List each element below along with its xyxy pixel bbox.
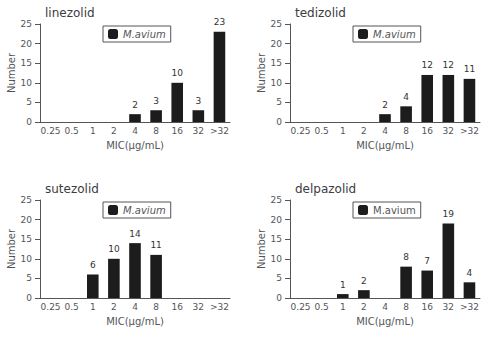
svg-text:0: 0 bbox=[26, 293, 32, 303]
svg-text:0.5: 0.5 bbox=[65, 126, 79, 136]
svg-text:10: 10 bbox=[271, 254, 283, 264]
svg-text:M.avium: M.avium bbox=[123, 205, 166, 216]
svg-text:10: 10 bbox=[271, 78, 283, 88]
svg-text:20: 20 bbox=[271, 215, 283, 225]
svg-text:0: 0 bbox=[276, 117, 282, 127]
svg-text:2: 2 bbox=[382, 100, 388, 110]
svg-text:4: 4 bbox=[382, 126, 388, 136]
svg-text:2: 2 bbox=[361, 276, 367, 286]
svg-text:1: 1 bbox=[340, 280, 346, 290]
svg-text:15: 15 bbox=[21, 234, 32, 244]
svg-text:4: 4 bbox=[467, 268, 473, 278]
svg-text:3: 3 bbox=[153, 96, 159, 106]
svg-text:10: 10 bbox=[108, 244, 120, 254]
svg-text:10: 10 bbox=[21, 254, 33, 264]
svg-text:20: 20 bbox=[21, 39, 33, 49]
svg-text:5: 5 bbox=[276, 273, 282, 283]
svg-text:23: 23 bbox=[214, 17, 225, 27]
svg-text:sutezolid: sutezolid bbox=[45, 182, 99, 196]
svg-text:Number: Number bbox=[6, 228, 17, 269]
svg-text:16: 16 bbox=[171, 126, 183, 136]
svg-text:14: 14 bbox=[129, 229, 141, 239]
svg-text:7: 7 bbox=[424, 256, 430, 266]
svg-text:12: 12 bbox=[421, 60, 432, 70]
svg-text:6: 6 bbox=[90, 260, 96, 270]
svg-text:11: 11 bbox=[464, 64, 475, 74]
svg-text:5: 5 bbox=[26, 97, 32, 107]
svg-text:3: 3 bbox=[195, 96, 201, 106]
svg-text:32: 32 bbox=[443, 126, 454, 136]
svg-text:1: 1 bbox=[90, 302, 96, 312]
svg-text:4: 4 bbox=[403, 92, 409, 102]
svg-text:8: 8 bbox=[153, 126, 159, 136]
svg-text:2: 2 bbox=[111, 126, 117, 136]
svg-text:32: 32 bbox=[193, 126, 204, 136]
svg-text:1: 1 bbox=[340, 302, 346, 312]
svg-text:8: 8 bbox=[403, 302, 409, 312]
svg-text:16: 16 bbox=[421, 302, 433, 312]
svg-text:0: 0 bbox=[26, 117, 32, 127]
svg-text:>32: >32 bbox=[460, 126, 479, 136]
svg-text:2: 2 bbox=[132, 100, 138, 110]
svg-text:M.avium: M.avium bbox=[373, 29, 416, 40]
svg-text:12: 12 bbox=[443, 60, 454, 70]
svg-text:Number: Number bbox=[256, 52, 267, 93]
svg-text:2: 2 bbox=[361, 302, 367, 312]
svg-text:delpazolid: delpazolid bbox=[295, 182, 356, 196]
svg-text:5: 5 bbox=[26, 273, 32, 283]
svg-text:2: 2 bbox=[111, 302, 117, 312]
svg-text:16: 16 bbox=[171, 302, 183, 312]
svg-text:MIC(μg/mL): MIC(μg/mL) bbox=[106, 140, 164, 151]
svg-text:MIC(μg/mL): MIC(μg/mL) bbox=[356, 140, 414, 151]
svg-text:8: 8 bbox=[153, 302, 159, 312]
svg-text:32: 32 bbox=[443, 302, 454, 312]
svg-text:4: 4 bbox=[382, 302, 388, 312]
svg-text:15: 15 bbox=[21, 58, 32, 68]
svg-text:25: 25 bbox=[271, 19, 282, 29]
svg-text:MIC(μg/mL): MIC(μg/mL) bbox=[106, 316, 164, 327]
svg-text:19: 19 bbox=[443, 209, 455, 219]
svg-text:0.25: 0.25 bbox=[291, 302, 311, 312]
svg-text:Number: Number bbox=[256, 228, 267, 269]
svg-text:16: 16 bbox=[421, 126, 433, 136]
svg-text:0.25: 0.25 bbox=[41, 126, 61, 136]
svg-text:11: 11 bbox=[150, 240, 161, 250]
svg-text:4: 4 bbox=[132, 302, 138, 312]
svg-text:M.avium: M.avium bbox=[123, 29, 166, 40]
svg-text:0: 0 bbox=[276, 293, 282, 303]
svg-text:10: 10 bbox=[171, 68, 183, 78]
svg-text:15: 15 bbox=[271, 234, 282, 244]
svg-text:8: 8 bbox=[403, 252, 409, 262]
svg-text:25: 25 bbox=[21, 195, 32, 205]
svg-text:1: 1 bbox=[90, 126, 96, 136]
svg-text:0.5: 0.5 bbox=[315, 302, 329, 312]
svg-text:MIC(μg/mL): MIC(μg/mL) bbox=[356, 316, 414, 327]
svg-text:>32: >32 bbox=[210, 302, 229, 312]
svg-text:2: 2 bbox=[361, 126, 367, 136]
svg-text:15: 15 bbox=[271, 58, 282, 68]
svg-text:20: 20 bbox=[271, 39, 283, 49]
svg-text:5: 5 bbox=[276, 97, 282, 107]
svg-text:25: 25 bbox=[21, 19, 32, 29]
svg-text:>32: >32 bbox=[460, 302, 479, 312]
svg-text:0.5: 0.5 bbox=[315, 126, 329, 136]
svg-text:>32: >32 bbox=[210, 126, 229, 136]
svg-text:0.25: 0.25 bbox=[291, 126, 311, 136]
svg-text:linezolid: linezolid bbox=[45, 6, 95, 20]
svg-text:32: 32 bbox=[193, 302, 204, 312]
svg-text:8: 8 bbox=[403, 126, 409, 136]
svg-text:20: 20 bbox=[21, 215, 33, 225]
svg-text:1: 1 bbox=[340, 126, 346, 136]
svg-text:4: 4 bbox=[132, 126, 138, 136]
svg-text:10: 10 bbox=[21, 78, 33, 88]
svg-text:25: 25 bbox=[271, 195, 282, 205]
svg-text:tedizolid: tedizolid bbox=[295, 6, 346, 20]
svg-text:0.5: 0.5 bbox=[65, 302, 79, 312]
svg-text:M.avium: M.avium bbox=[373, 205, 416, 216]
svg-text:0.25: 0.25 bbox=[41, 302, 61, 312]
svg-text:Number: Number bbox=[6, 52, 17, 93]
